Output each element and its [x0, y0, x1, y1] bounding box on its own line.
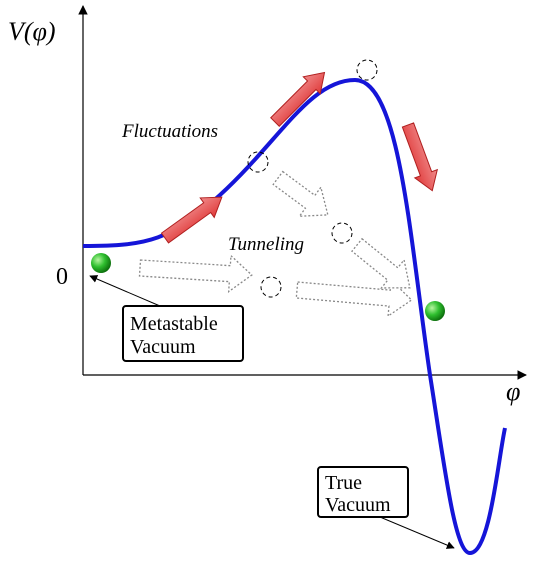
- pointer: [379, 516, 455, 549]
- pointer: [89, 275, 161, 307]
- box-text: True: [325, 472, 362, 494]
- ball: [425, 301, 445, 321]
- ball: [91, 253, 111, 273]
- x-axis-label: φ: [506, 377, 520, 406]
- true-vacuum-box: [317, 466, 409, 518]
- zero-label: 0: [56, 264, 68, 290]
- fluctuations-label: Fluctuations: [121, 121, 218, 142]
- y-axis-label: V(φ): [8, 17, 56, 46]
- box-text: Metastable: [130, 313, 218, 335]
- metastable-box: [122, 305, 244, 362]
- tunneling-arrows: [138, 170, 413, 318]
- fluctuation-arrows: [160, 71, 438, 244]
- box-text: Vacuum: [325, 494, 391, 516]
- field-positions: [247, 59, 378, 298]
- potential-curve: [82, 77, 507, 556]
- tunneling-label: Tunneling: [228, 234, 304, 255]
- box-text: Vacuum: [130, 336, 196, 358]
